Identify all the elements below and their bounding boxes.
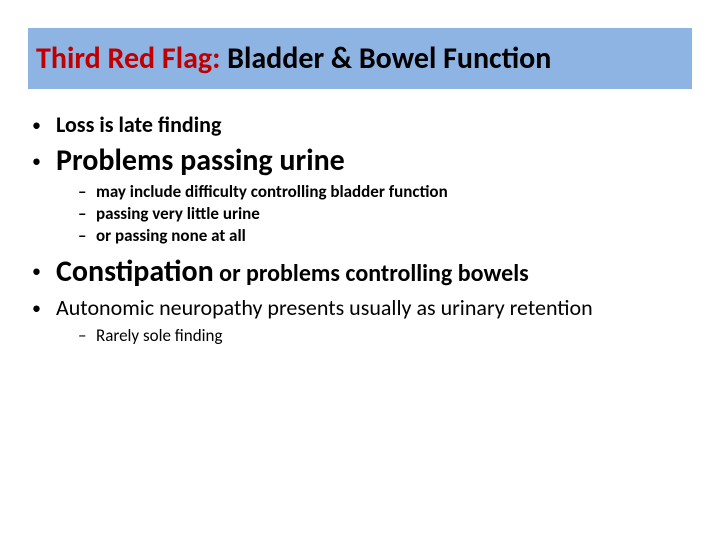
dash-icon: – [78, 225, 96, 247]
list-item: –Rarely sole finding [78, 325, 692, 347]
sub-bullet-text: passing very little urine [96, 203, 260, 225]
bullet-icon: • [32, 294, 56, 320]
bullet-text: Constipation or problems controlling bow… [56, 253, 529, 291]
sub-bullet-text: or passing none at all [96, 225, 246, 247]
list-item: • Loss is late finding [32, 111, 692, 139]
dash-icon: – [78, 203, 96, 225]
bullet-lead: Constipation [56, 253, 214, 290]
list-item: • Autonomic neuropathy presents usually … [32, 294, 692, 347]
bullet-icon: • [32, 143, 56, 173]
list-item: –or passing none at all [78, 225, 692, 247]
bullet-text: Problems passing urine [56, 143, 345, 179]
bullet-text: Loss is late finding [56, 111, 221, 139]
title-red-part: Third Red Flag: [36, 40, 220, 77]
bullet-icon: • [32, 111, 56, 137]
list-item: –may include difficulty controlling blad… [78, 181, 692, 203]
list-item: • Constipation or problems controlling b… [32, 253, 692, 291]
title-black-part: Bladder & Bowel Function [220, 40, 551, 77]
slide-container: Third Red Flag: Bladder & Bowel Function… [0, 0, 720, 540]
sub-bullet-text: may include difficulty controlling bladd… [96, 181, 448, 203]
list-item: • Problems passing urine –may include di… [32, 143, 692, 247]
bullet-list: • Loss is late finding • Problems passin… [28, 111, 692, 347]
dash-icon: – [78, 325, 96, 347]
title-box: Third Red Flag: Bladder & Bowel Function [28, 28, 692, 89]
slide-title: Third Red Flag: Bladder & Bowel Function [36, 42, 684, 75]
list-item: –passing very little urine [78, 203, 692, 225]
bullet-rest: or problems controlling bowels [214, 259, 529, 288]
bullet-icon: • [32, 253, 56, 283]
sub-list: –may include difficulty controlling blad… [32, 181, 692, 247]
sub-bullet-text: Rarely sole finding [96, 325, 223, 347]
dash-icon: – [78, 181, 96, 203]
sub-list: –Rarely sole finding [32, 325, 692, 347]
bullet-text: Autonomic neuropathy presents usually as… [56, 294, 593, 323]
